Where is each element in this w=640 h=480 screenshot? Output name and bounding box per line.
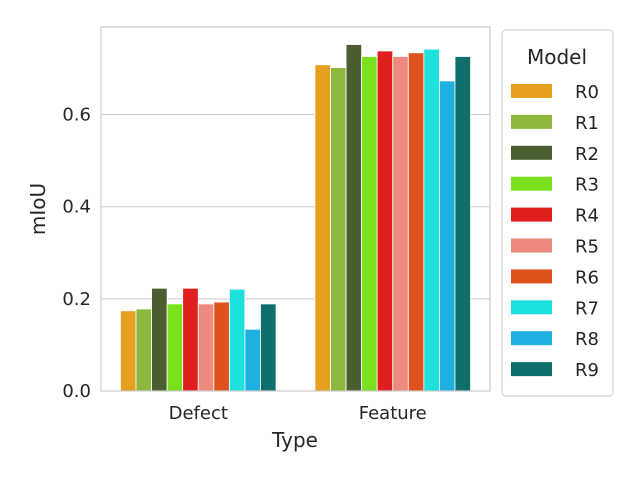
legend-label: R2: [575, 144, 599, 165]
legend-item: R2: [511, 144, 599, 165]
bar-r2-feature: [345, 44, 363, 392]
bar-r1-defect: [135, 308, 152, 392]
legend-swatch: [511, 331, 552, 346]
bar-r4-defect: [182, 287, 199, 392]
legend-swatch: [511, 114, 552, 129]
x-axis-label: Type: [271, 428, 318, 452]
legend-swatch: [511, 207, 552, 222]
y-tick-label: 0.0: [62, 381, 91, 402]
y-axis-label: mIoU: [26, 183, 50, 235]
legend-item: R6: [511, 267, 599, 288]
legend-item: R3: [511, 175, 599, 196]
legend-label: R5: [575, 237, 599, 258]
x-tick-labels: Defect Feature: [169, 403, 427, 424]
legend-swatch: [511, 145, 552, 160]
bar-r6-feature: [407, 52, 425, 392]
bar-r5-defect: [197, 303, 215, 392]
bar-r3-defect: [166, 303, 184, 392]
bar-r8-feature: [439, 80, 456, 392]
legend-label: R6: [575, 267, 599, 288]
legend-items: R0 R1 R2 R3 R4 R5 R6 R7 R8 R9: [511, 82, 599, 381]
legend-label: R7: [575, 298, 599, 319]
legend-swatch: [511, 84, 552, 98]
bar-r8-defect: [244, 328, 261, 392]
legend-swatch: [511, 362, 552, 377]
y-tick-label: 0.2: [62, 289, 91, 310]
y-tick-label: 0.4: [62, 197, 91, 218]
legend-swatch: [511, 176, 552, 191]
legend-item: R5: [511, 237, 599, 258]
legend-item: R8: [511, 329, 599, 350]
x-tick-label: Defect: [169, 403, 228, 424]
legend-label: R1: [575, 113, 599, 134]
bar-r1-feature: [330, 67, 347, 392]
legend-item: R9: [511, 360, 599, 381]
legend-swatch: [511, 238, 552, 253]
bar-r2-defect: [151, 287, 168, 392]
legend-label: R0: [575, 82, 599, 103]
bar-r9-feature: [454, 56, 471, 392]
bar-r9-defect: [260, 303, 277, 392]
bar-r7-feature: [423, 48, 440, 392]
legend-label: R9: [575, 360, 599, 381]
legend-item: R1: [511, 113, 599, 134]
bar-r5-feature: [392, 56, 409, 392]
plot-frame: [100, 26, 491, 392]
bar-r0-defect: [120, 310, 137, 392]
bars: [120, 44, 471, 392]
bar-r4-feature: [376, 50, 394, 392]
legend-title: Model: [527, 45, 587, 69]
legend-item: R4: [511, 206, 599, 227]
bar-r6-defect: [213, 301, 230, 392]
legend: Model R0 R1 R2 R3 R4 R5 R6 R7 R8 R9: [501, 29, 614, 397]
y-tick-label: 0.6: [62, 105, 91, 126]
legend-item: R0: [511, 82, 599, 103]
legend-swatch: [511, 300, 552, 315]
y-tick-labels: 0.0 0.2 0.4 0.6: [62, 105, 91, 402]
legend-label: R4: [575, 206, 599, 227]
bar-r0-feature: [314, 64, 331, 392]
legend-item: R7: [511, 298, 599, 319]
legend-label: R3: [575, 175, 599, 196]
x-tick-label: Feature: [359, 403, 427, 424]
bar-r7-defect: [228, 288, 246, 392]
bar-r3-feature: [361, 56, 378, 392]
legend-label: R8: [575, 329, 599, 350]
legend-swatch: [511, 269, 552, 284]
